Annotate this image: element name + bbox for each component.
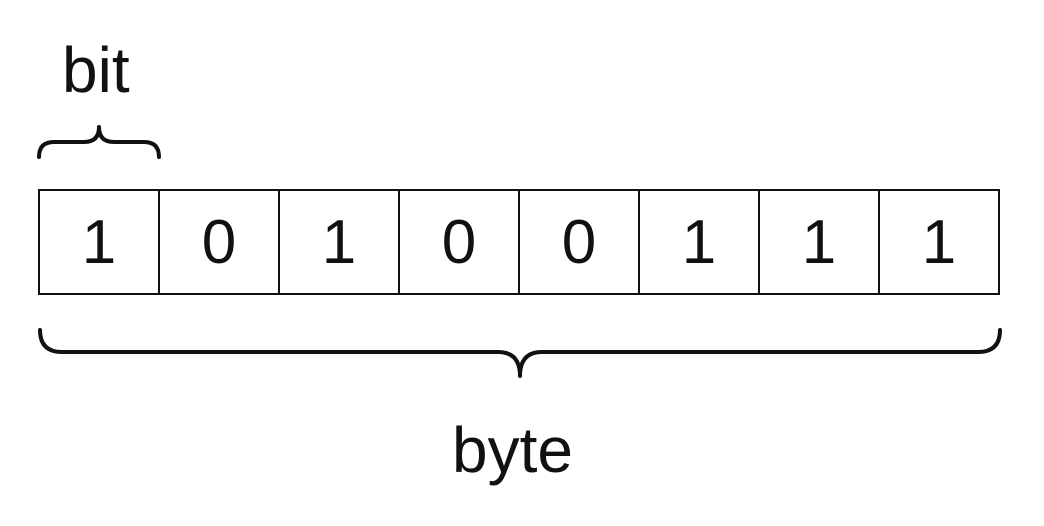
bit-cell: 1 (638, 189, 760, 295)
bit-cell: 1 (38, 189, 160, 295)
byte-label: byte (452, 414, 573, 486)
bit-cell: 0 (158, 189, 280, 295)
bit-cell: 0 (518, 189, 640, 295)
bit-label: bit (62, 34, 130, 106)
bit-cell: 0 (398, 189, 520, 295)
bit-cell: 1 (878, 189, 1000, 295)
byte-cells: 1 0 1 0 0 1 1 1 (38, 189, 1000, 295)
bit-cell: 1 (758, 189, 880, 295)
bit-cell: 1 (278, 189, 400, 295)
